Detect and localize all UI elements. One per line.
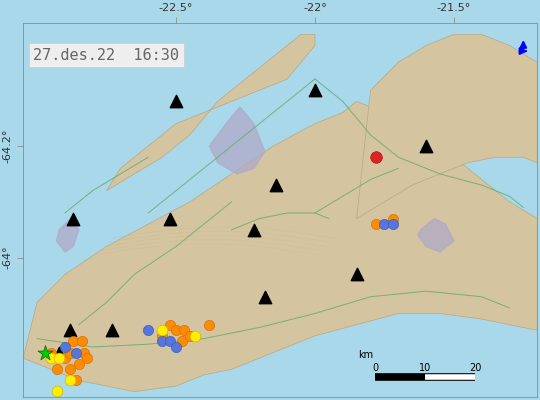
Point bbox=[158, 333, 166, 339]
Polygon shape bbox=[418, 218, 454, 252]
Point bbox=[372, 221, 380, 227]
Text: 20: 20 bbox=[469, 363, 482, 373]
Point bbox=[205, 322, 214, 328]
Point bbox=[60, 344, 69, 350]
Point bbox=[144, 327, 152, 334]
Point bbox=[166, 215, 175, 222]
Point bbox=[272, 182, 280, 188]
Point bbox=[186, 333, 194, 339]
Point bbox=[80, 349, 89, 356]
Point bbox=[249, 226, 258, 233]
Polygon shape bbox=[57, 218, 79, 252]
Point bbox=[52, 366, 61, 372]
Point bbox=[55, 349, 64, 356]
Point bbox=[52, 387, 61, 394]
Point bbox=[388, 215, 397, 222]
Point bbox=[69, 215, 78, 222]
Text: 27.des.22  16:30: 27.des.22 16:30 bbox=[33, 48, 179, 62]
Point bbox=[66, 377, 75, 384]
Point bbox=[172, 327, 180, 334]
Point bbox=[172, 344, 180, 350]
Point bbox=[166, 322, 175, 328]
Point bbox=[177, 338, 186, 344]
Point bbox=[172, 98, 180, 104]
Point bbox=[380, 221, 389, 227]
Point bbox=[191, 333, 200, 339]
Point bbox=[72, 349, 80, 356]
Point bbox=[180, 327, 188, 334]
Point bbox=[261, 294, 269, 300]
Point bbox=[372, 154, 380, 160]
Point bbox=[422, 143, 430, 149]
Point bbox=[41, 349, 50, 356]
Point bbox=[388, 221, 397, 227]
Polygon shape bbox=[106, 34, 315, 191]
Text: km: km bbox=[358, 350, 373, 360]
Point bbox=[46, 349, 55, 356]
Polygon shape bbox=[210, 107, 265, 174]
Point bbox=[66, 327, 75, 334]
Point bbox=[77, 338, 86, 344]
Text: 10: 10 bbox=[419, 363, 431, 373]
Point bbox=[158, 327, 166, 334]
Point bbox=[69, 338, 78, 344]
Point bbox=[72, 377, 80, 384]
Point bbox=[75, 360, 83, 367]
Point bbox=[310, 87, 319, 93]
Point bbox=[66, 366, 75, 372]
Polygon shape bbox=[23, 101, 537, 392]
Point bbox=[83, 355, 91, 361]
Point bbox=[352, 271, 361, 278]
Point bbox=[166, 338, 175, 344]
Point bbox=[66, 349, 75, 356]
Point bbox=[55, 355, 64, 361]
Point bbox=[158, 338, 166, 344]
Polygon shape bbox=[356, 34, 537, 218]
Text: 0: 0 bbox=[372, 363, 379, 373]
Point bbox=[60, 355, 69, 361]
Point bbox=[46, 355, 55, 361]
Point bbox=[108, 327, 117, 334]
